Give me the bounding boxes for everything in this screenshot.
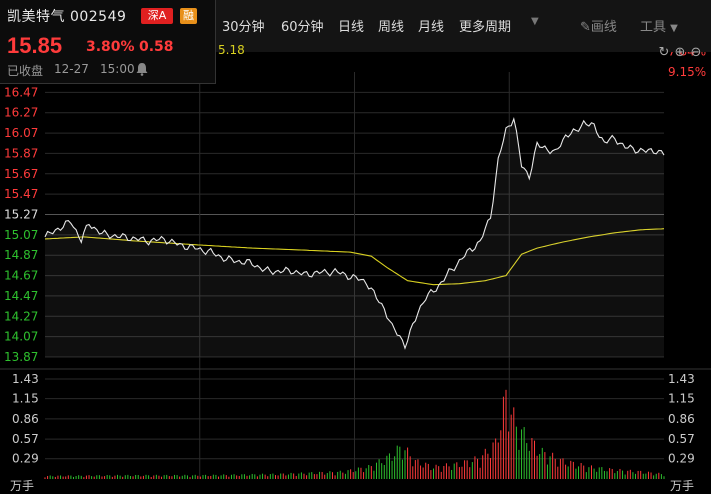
zoom-in-icon[interactable]: ⊕	[674, 45, 686, 60]
price-tick-label: 14.27	[4, 309, 38, 323]
volume-tick-label: 0.57	[668, 432, 695, 446]
period-daily[interactable]: 日线	[338, 20, 365, 35]
draw-line-button[interactable]: ✎画线	[580, 16, 617, 35]
tools-label: 工具	[640, 20, 667, 35]
volume-tick-label: 0.57	[12, 432, 39, 446]
more-dropdown-icon[interactable]: ▼	[531, 16, 539, 27]
period-monthly[interactable]: 月线	[418, 20, 445, 35]
volume-unit-label: 万手	[10, 479, 34, 493]
grid	[0, 72, 711, 479]
alert-bell-icon[interactable]	[135, 61, 149, 80]
stock-name: 凯美特气 002549	[7, 9, 127, 25]
volume-axis: 1.43 1.43 1.15 1.15 0.86 0.86 0.57 0.57 0.29 0.29…	[10, 372, 695, 493]
price-axis: 16.47 16.27 16.07 15.87 15.67 15.47 15.27 15.07…	[4, 85, 38, 364]
price-tick-label: 15.67	[4, 167, 38, 181]
tools-button[interactable]: 工具 ▼	[640, 16, 678, 35]
chart-controls: ↻ ⊕ ⊖	[655, 41, 703, 60]
quote-date: 12-27	[54, 62, 89, 76]
last-price: 15.85	[7, 33, 63, 58]
price-tick-label: 16.07	[4, 126, 38, 140]
period-60min[interactable]: 60分钟	[281, 20, 324, 35]
pct-change: 3.80%	[86, 39, 135, 55]
volume-tick-label: 0.86	[668, 412, 695, 426]
price-tick-label: 15.27	[4, 208, 38, 222]
price-tick-label: 16.27	[4, 106, 38, 120]
price-tick-label: 15.87	[4, 146, 38, 160]
quote-time: 15:00	[100, 62, 135, 76]
price-line	[44, 116, 665, 350]
price-tick-label: 13.87	[4, 350, 38, 364]
volume-tick-label: 1.43	[668, 372, 695, 386]
period-more[interactable]: 更多周期	[459, 20, 512, 35]
draw-line-label: 画线	[590, 20, 617, 35]
volume-tick-label: 1.43	[12, 372, 39, 386]
volume-tick-label: 0.29	[668, 452, 695, 466]
pen-icon: ✎	[580, 20, 591, 35]
price-area	[45, 118, 664, 358]
pct-tick-label: 9.15%	[668, 65, 706, 79]
average-price-line	[44, 228, 665, 286]
price-tick-label: 16.47	[4, 85, 38, 99]
price-tick-label: 15.07	[4, 228, 38, 242]
market-status: 已收盘	[7, 64, 44, 78]
volume-tick-label: 1.15	[668, 392, 695, 406]
chevron-down-icon: ▼	[670, 23, 678, 34]
period-weekly[interactable]: 周线	[378, 20, 405, 35]
price-tick-label: 14.67	[4, 269, 38, 283]
price-tick-label: 14.47	[4, 289, 38, 303]
volume-bars	[44, 389, 665, 479]
zoom-out-icon[interactable]: ⊖	[690, 45, 702, 60]
quote-panel: 凯美特气 002549 深A 融 15.85 3.80% 0.58 已收盘 12…	[0, 0, 216, 84]
margin-badge: 融	[180, 8, 197, 24]
price-tick-label: 14.07	[4, 330, 38, 344]
volume-unit-label: 万手	[670, 479, 694, 493]
volume-tick-label: 0.29	[12, 452, 39, 466]
price-change: 0.58	[139, 39, 174, 55]
volume-tick-label: 0.86	[12, 412, 39, 426]
average-price-legend: 5.18	[218, 43, 245, 57]
refresh-icon[interactable]: ↻	[658, 45, 670, 60]
period-30min[interactable]: 30分钟	[222, 20, 265, 35]
volume-tick-label: 1.15	[12, 392, 39, 406]
market-badge: 深A	[141, 8, 173, 24]
price-tick-label: 14.87	[4, 248, 38, 262]
price-tick-label: 15.47	[4, 187, 38, 201]
